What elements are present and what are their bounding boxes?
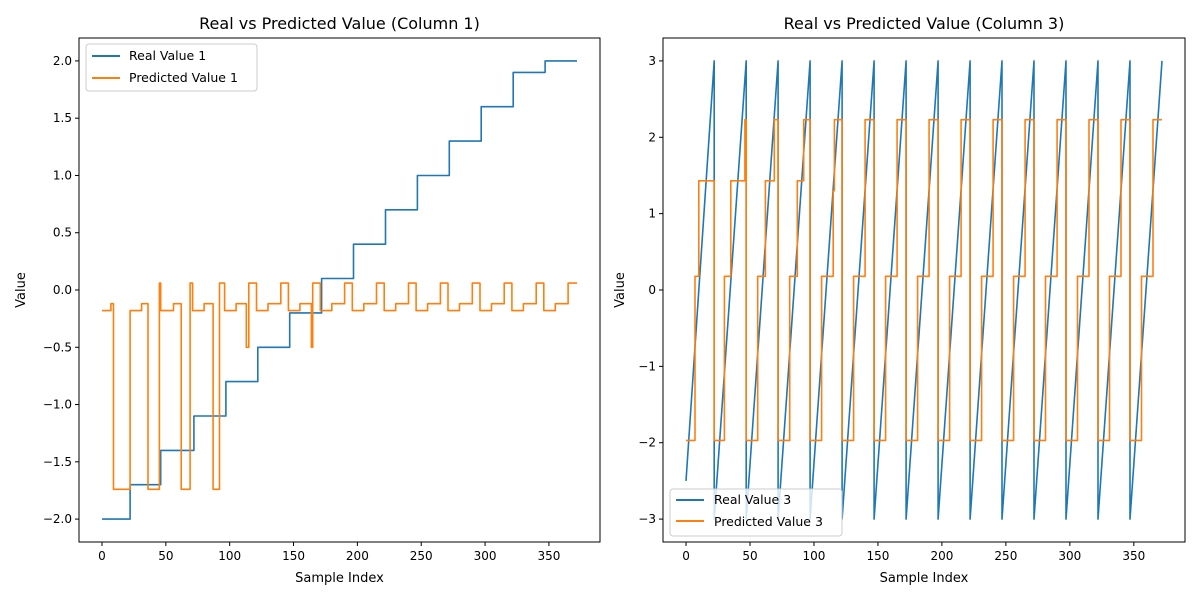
right-x-axis-label: Sample Index xyxy=(880,571,969,586)
left-x-tick-label: 300 xyxy=(474,549,497,563)
left-legend-label-predicted: Predicted Value 1 xyxy=(129,70,238,85)
left-x-axis-label: Sample Index xyxy=(295,571,384,586)
right-series-lines xyxy=(685,60,1163,520)
left-y-tick-label: 1.0 xyxy=(53,168,72,182)
left-y-tick-label: −2.0 xyxy=(43,512,72,526)
left-chart-title: Real vs Predicted Value (Column 1) xyxy=(199,14,480,33)
right-y-tick-label: 3 xyxy=(648,54,656,68)
right-x-tick-label: 250 xyxy=(994,549,1017,563)
left-y-tick-label: −1.0 xyxy=(43,398,72,412)
left-y-tick-label: −0.5 xyxy=(43,340,72,354)
right-y-tick-label: −3 xyxy=(638,512,656,526)
right-y-axis-label: Value xyxy=(613,272,628,308)
right-predicted-series-line xyxy=(686,118,1162,442)
right-x-ticks: 0 50 100 150 200 250 300 350 xyxy=(682,542,1145,563)
right-x-tick-label: 300 xyxy=(1058,549,1081,563)
right-x-tick-label: 100 xyxy=(803,549,826,563)
right-x-tick-label: 0 xyxy=(682,549,690,563)
left-real-series-line xyxy=(102,60,577,520)
left-chart: Real vs Predicted Value (Column 1) 0 50 10… xyxy=(14,14,601,586)
right-y-tick-label: −1 xyxy=(638,359,656,373)
right-legend-label-predicted: Predicted Value 3 xyxy=(714,514,823,529)
right-x-tick-label: 200 xyxy=(930,549,953,563)
right-real-series-line xyxy=(685,60,1163,520)
left-y-tick-label: 1.5 xyxy=(53,111,72,125)
right-legend: Real Value 3 Predicted Value 3 xyxy=(669,488,843,537)
right-y-tick-label: 2 xyxy=(648,130,656,144)
right-chart-title: Real vs Predicted Value (Column 3) xyxy=(784,14,1065,33)
left-x-tick-label: 350 xyxy=(537,549,560,563)
left-x-tick-label: 200 xyxy=(346,549,369,563)
left-y-tick-label: 0.0 xyxy=(53,283,72,297)
right-y-tick-label: 0 xyxy=(648,283,656,297)
right-x-tick-label: 50 xyxy=(742,549,757,563)
left-legend-box xyxy=(85,43,258,92)
right-x-tick-label: 150 xyxy=(866,549,889,563)
right-y-ticks: −3 −2 −1 0 1 2 3 xyxy=(638,54,663,526)
left-plot-frame xyxy=(78,37,601,543)
right-x-tick-label: 350 xyxy=(1122,549,1145,563)
left-predicted-series-line xyxy=(102,282,577,491)
right-legend-box xyxy=(669,488,843,537)
left-y-axis-label: Value xyxy=(14,272,29,308)
left-x-ticks: 0 50 100 150 200 250 300 350 xyxy=(98,542,560,563)
left-x-tick-label: 0 xyxy=(98,549,106,563)
right-y-tick-label: 1 xyxy=(648,207,656,221)
left-x-tick-label: 50 xyxy=(158,549,173,563)
right-legend-label-real: Real Value 3 xyxy=(714,492,791,507)
left-legend: Real Value 1 Predicted Value 1 xyxy=(85,43,258,92)
right-y-tick-label: −2 xyxy=(638,436,656,450)
left-y-tick-label: 0.5 xyxy=(53,226,72,240)
left-y-ticks: −2.0 −1.5 −1.0 −0.5 0.0 0.5 1.0 1.5 2.0 xyxy=(43,54,79,526)
left-x-tick-label: 250 xyxy=(410,549,433,563)
left-x-tick-label: 100 xyxy=(218,549,241,563)
left-x-tick-label: 150 xyxy=(282,549,305,563)
right-plot-frame xyxy=(662,37,1186,543)
left-legend-label-real: Real Value 1 xyxy=(129,48,206,63)
left-series-lines xyxy=(102,60,577,520)
right-chart: Real vs Predicted Value (Column 3) 0 50 10… xyxy=(613,14,1186,586)
left-y-tick-label: −1.5 xyxy=(43,455,72,469)
left-y-tick-label: 2.0 xyxy=(53,54,72,68)
